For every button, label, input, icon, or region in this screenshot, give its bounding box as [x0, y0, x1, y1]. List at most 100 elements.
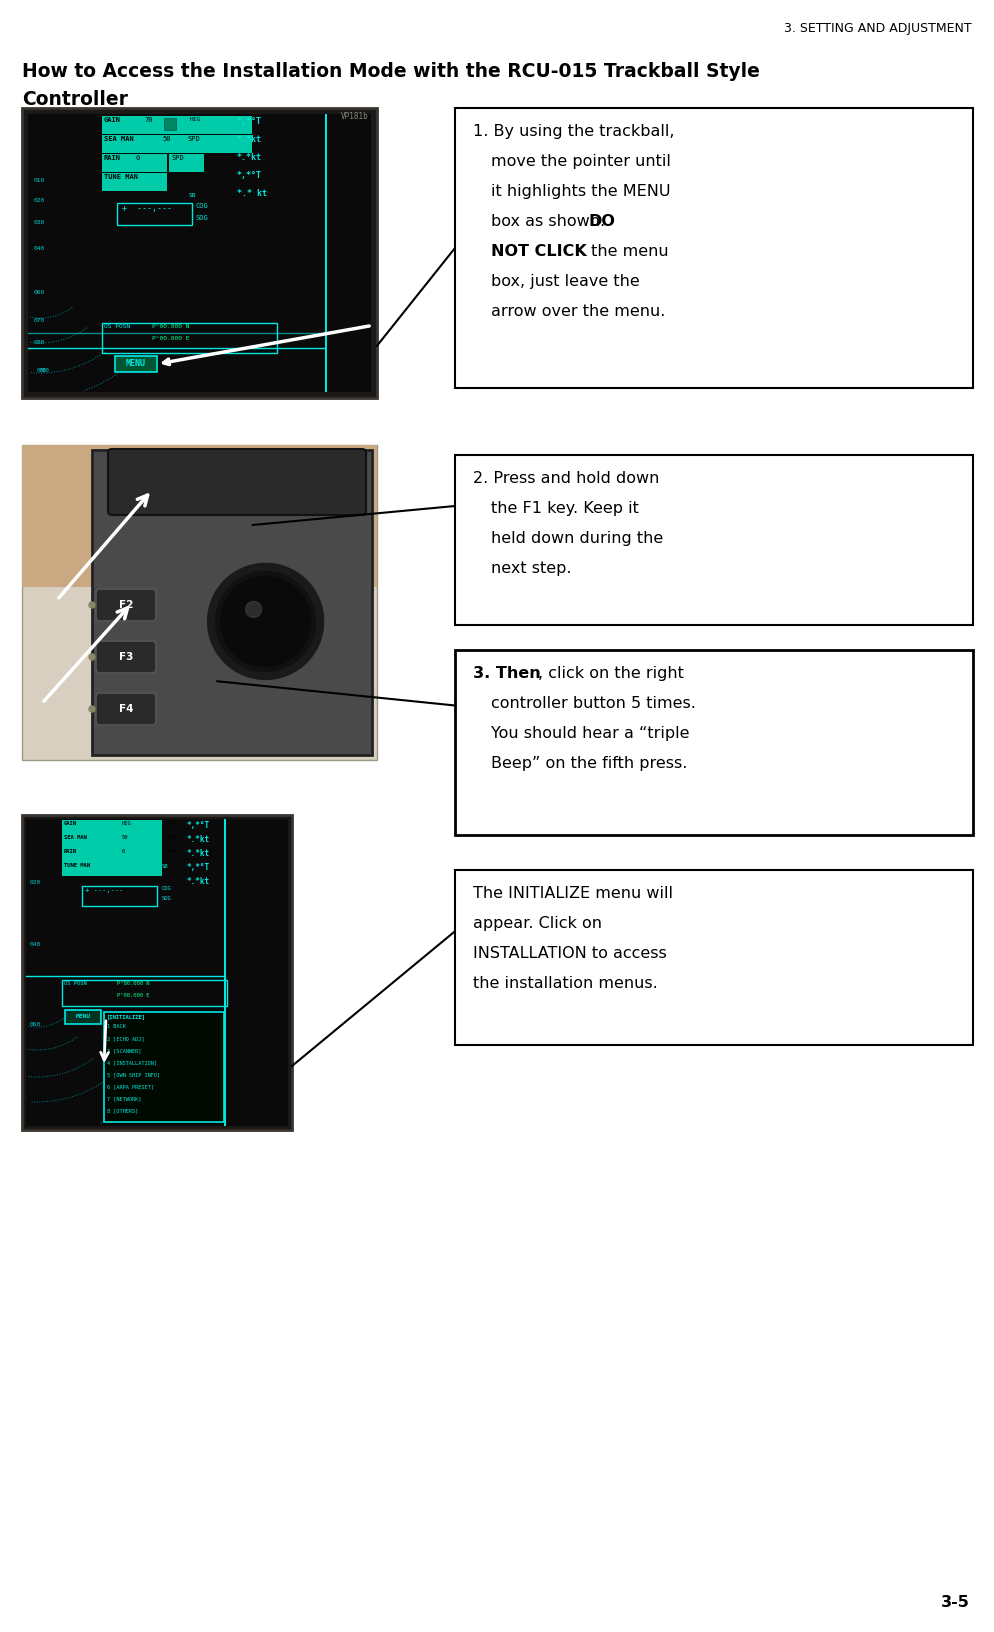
Text: SPD: SPD	[167, 836, 177, 840]
Text: INSTALLATION to access: INSTALLATION to access	[472, 947, 666, 961]
Text: 020: 020	[34, 199, 45, 204]
Text: *.*kt: *.*kt	[237, 135, 261, 144]
Text: [INITIALIZE]: [INITIALIZE]	[107, 1013, 146, 1018]
Text: *,*°T: *,*°T	[187, 863, 210, 871]
FancyBboxPatch shape	[22, 814, 291, 1129]
Text: Beep” on the fifth press.: Beep” on the fifth press.	[490, 756, 687, 770]
Text: 070: 070	[34, 318, 45, 323]
Text: 70: 70	[144, 118, 152, 122]
Text: 3 [SCANNER]: 3 [SCANNER]	[107, 1048, 141, 1053]
FancyBboxPatch shape	[62, 849, 162, 862]
Text: 5 [OWN SHIP INFO]: 5 [OWN SHIP INFO]	[107, 1072, 160, 1077]
Text: 3. SETTING AND ADJUSTMENT: 3. SETTING AND ADJUSTMENT	[783, 21, 971, 34]
Text: TUNE MAN: TUNE MAN	[64, 863, 89, 868]
Text: HIG: HIG	[122, 821, 131, 826]
Text: 2. Press and hold down: 2. Press and hold down	[472, 472, 659, 486]
Text: 010: 010	[34, 178, 45, 183]
Text: +  ---,---: + ---,---	[122, 204, 172, 214]
Text: *.*kt: *.*kt	[237, 153, 261, 162]
Text: 060: 060	[30, 1023, 41, 1028]
Circle shape	[208, 563, 323, 679]
Text: arrow over the menu.: arrow over the menu.	[490, 304, 665, 318]
Text: move the pointer until: move the pointer until	[490, 153, 670, 170]
Circle shape	[88, 602, 94, 609]
Text: 50: 50	[162, 135, 170, 142]
FancyBboxPatch shape	[22, 446, 377, 761]
FancyBboxPatch shape	[224, 819, 226, 1126]
FancyBboxPatch shape	[454, 108, 972, 388]
FancyBboxPatch shape	[102, 135, 251, 153]
FancyBboxPatch shape	[325, 114, 326, 392]
Text: *.* kt: *.* kt	[237, 189, 266, 197]
FancyBboxPatch shape	[22, 446, 377, 588]
Text: 0: 0	[122, 849, 125, 854]
Text: 4 [INSTALLATION]: 4 [INSTALLATION]	[107, 1061, 157, 1066]
Text: OS POSN: OS POSN	[104, 325, 130, 330]
Text: SPD: SPD	[187, 135, 200, 142]
Text: P°00.000 N: P°00.000 N	[152, 325, 189, 330]
Text: 070: 070	[37, 367, 47, 372]
FancyBboxPatch shape	[65, 1010, 101, 1023]
Text: 080: 080	[40, 367, 50, 372]
Text: held down during the: held down during the	[490, 530, 663, 547]
Text: F4: F4	[118, 703, 133, 715]
Text: RAIN: RAIN	[64, 849, 77, 854]
Circle shape	[88, 707, 94, 712]
Text: 3-5: 3-5	[940, 1594, 969, 1611]
Text: How to Access the Installation Mode with the RCU-015 Trackball Style: How to Access the Installation Mode with…	[22, 62, 759, 82]
Text: RAIN: RAIN	[104, 155, 121, 162]
FancyBboxPatch shape	[95, 694, 156, 725]
FancyBboxPatch shape	[62, 862, 162, 876]
FancyBboxPatch shape	[454, 455, 972, 625]
FancyBboxPatch shape	[102, 116, 251, 134]
Text: NOT CLICK: NOT CLICK	[490, 245, 586, 259]
Text: 2 [ECHO ADJ]: 2 [ECHO ADJ]	[107, 1036, 144, 1041]
Text: MENU: MENU	[76, 1015, 90, 1020]
Text: *.*kt: *.*kt	[187, 849, 210, 858]
Circle shape	[246, 602, 261, 617]
Text: SOG: SOG	[162, 896, 172, 901]
Text: P°00.000 N: P°00.000 N	[117, 981, 149, 986]
Text: OS POSN: OS POSN	[64, 981, 86, 986]
Text: it highlights the MENU: it highlights the MENU	[490, 184, 670, 199]
FancyBboxPatch shape	[28, 114, 371, 392]
Text: SPD: SPD	[171, 155, 184, 162]
Text: COG: COG	[196, 202, 209, 209]
Text: 080: 080	[34, 341, 45, 346]
Text: MENU: MENU	[126, 359, 146, 369]
Text: the menu: the menu	[585, 245, 668, 259]
Text: 020: 020	[30, 881, 41, 886]
Text: GAIN: GAIN	[104, 118, 121, 122]
Text: HIG: HIG	[167, 821, 177, 826]
FancyBboxPatch shape	[95, 589, 156, 622]
Text: F2: F2	[118, 601, 133, 610]
Text: 1. By using the trackball,: 1. By using the trackball,	[472, 124, 674, 139]
Text: SOG: SOG	[196, 215, 209, 220]
Text: SPD: SPD	[167, 849, 177, 854]
Text: box as shown.: box as shown.	[490, 214, 609, 228]
Text: 1 BACK: 1 BACK	[107, 1023, 125, 1030]
Text: 7 [NETWORK]: 7 [NETWORK]	[107, 1097, 141, 1102]
Text: the F1 key. Keep it: the F1 key. Keep it	[490, 501, 638, 516]
Text: *.*kt: *.*kt	[187, 876, 210, 886]
FancyBboxPatch shape	[115, 356, 157, 372]
Text: box, just leave the: box, just leave the	[490, 274, 639, 289]
Text: DO: DO	[588, 214, 615, 228]
Text: SB: SB	[189, 193, 196, 197]
Text: COG: COG	[162, 886, 172, 891]
Text: SEA MAN: SEA MAN	[64, 836, 86, 840]
Text: 3. Then: 3. Then	[472, 666, 540, 681]
FancyBboxPatch shape	[104, 1012, 224, 1123]
FancyBboxPatch shape	[62, 819, 162, 834]
Text: 060: 060	[34, 290, 45, 295]
Text: 6 [ARPA PRESET]: 6 [ARPA PRESET]	[107, 1084, 154, 1089]
FancyBboxPatch shape	[26, 819, 287, 1126]
Text: controller button 5 times.: controller button 5 times.	[490, 695, 695, 712]
Text: *,*°T: *,*°T	[237, 171, 261, 180]
FancyBboxPatch shape	[169, 153, 204, 171]
Text: next step.: next step.	[490, 561, 571, 576]
Text: You should hear a “triple: You should hear a “triple	[490, 726, 689, 741]
Circle shape	[88, 654, 94, 659]
Text: 8 [OTHERS]: 8 [OTHERS]	[107, 1108, 138, 1113]
FancyBboxPatch shape	[164, 118, 176, 131]
